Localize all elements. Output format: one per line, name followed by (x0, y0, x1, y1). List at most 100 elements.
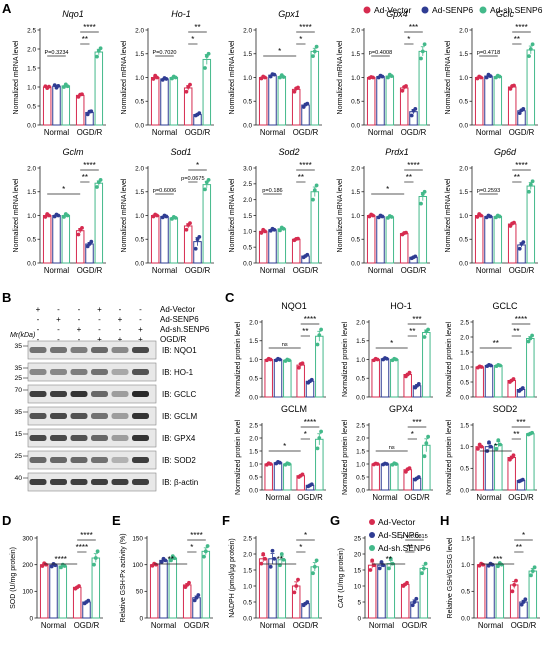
bar (418, 196, 428, 264)
blot-band (50, 347, 67, 353)
y-tick-label: 2.5 (460, 319, 469, 326)
blot-sign: - (57, 335, 60, 344)
data-point (62, 564, 67, 568)
bar (277, 228, 287, 264)
significance-label: **** (299, 161, 311, 170)
data-point (521, 106, 526, 111)
blot-sign: - (57, 305, 60, 314)
x-tick-label: OGD/R (185, 128, 211, 137)
panel-letter-e: E (112, 513, 121, 528)
data-point (375, 357, 380, 362)
y-tick-label: 0.5 (243, 244, 252, 251)
significance-label: ** (194, 23, 200, 32)
y-tick-label: 0.0 (135, 260, 144, 267)
y-tick-label: 0.5 (356, 474, 365, 481)
significance-label: p=0.4008 (369, 50, 393, 56)
y-tick-label: 1.5 (135, 189, 144, 196)
bar (390, 359, 399, 398)
x-tick-label: OGD/R (404, 493, 430, 502)
chart-a-gp6d: 0.0 0.5 1.0 1.5 2.0 Normalized mRNA level Gp6d… (445, 147, 538, 275)
bar (49, 564, 58, 619)
data-point (261, 552, 266, 556)
y-axis-label: CAT (U/mg protein) (338, 548, 345, 608)
y-tick-label: 1.0 (459, 75, 468, 82)
bar (72, 586, 82, 619)
chart-title: Ho-1 (171, 9, 191, 19)
blot-band (70, 457, 88, 463)
data-point (419, 56, 423, 61)
y-axis-label: Normalized mRNA level (337, 40, 344, 114)
bar (367, 564, 377, 619)
significance-label: * (278, 47, 281, 56)
data-point (300, 361, 305, 366)
blot-band (111, 435, 129, 441)
chart-title: Gclm (63, 147, 85, 157)
data-point (65, 84, 70, 89)
bar (273, 359, 283, 398)
bar (526, 338, 535, 398)
bar (526, 433, 535, 491)
data-point (184, 227, 189, 232)
x-tick-label: OGD/R (77, 266, 103, 275)
y-tick-label: 1.5 (27, 189, 36, 196)
y-tick-label: 0 (357, 615, 361, 622)
blot-label: IB: HO-1 (162, 368, 194, 377)
significance-label: **** (515, 23, 527, 32)
blot-band (111, 479, 129, 485)
data-point (309, 482, 314, 487)
data-point (206, 51, 211, 56)
significance-label: *** (516, 418, 525, 427)
data-point (47, 84, 51, 89)
legend-label-senp6: Ad-SENP6 (432, 5, 473, 15)
bar (507, 457, 516, 491)
charts-layer: 0.0 0.5 1.0 1.5 2.0 2.5 Normalized mRNA level N… (10, 9, 540, 630)
x-tick-label: Normal (476, 266, 501, 275)
data-point (312, 49, 317, 54)
bar (418, 50, 428, 126)
y-tick-label: 100 (22, 589, 33, 596)
blot-sign: - (78, 305, 81, 314)
bar (277, 559, 287, 619)
data-point (514, 578, 518, 583)
bar (371, 359, 380, 398)
significance-label: *** (412, 315, 421, 324)
chart-title: Gp6d (494, 147, 517, 157)
significance-label: *** (412, 418, 421, 427)
blot-mw-label: 70 (14, 387, 22, 394)
y-tick-label: 100 (132, 562, 143, 569)
significance-label: p=0.4718 (477, 50, 501, 56)
significance-label: ** (514, 173, 520, 182)
y-tick-label: 2.0 (459, 165, 468, 172)
bar (202, 184, 212, 264)
bar (507, 223, 517, 264)
bar (495, 564, 505, 619)
blot-band (91, 413, 108, 419)
significance-label: * (196, 161, 199, 170)
data-point (423, 561, 428, 566)
data-point (203, 66, 207, 70)
significance-label: p=0.2593 (477, 188, 501, 194)
x-tick-label: Normal (41, 621, 66, 630)
data-point (517, 246, 522, 251)
x-tick-label: Normal (372, 493, 397, 502)
data-point (314, 44, 319, 49)
significance-label: ns (282, 342, 288, 348)
bar (258, 230, 268, 264)
y-axis-label: Normalized mRNA level (13, 178, 20, 252)
y-tick-label: 2.5 (356, 422, 365, 429)
bar (182, 584, 192, 619)
y-tick-label: 1.5 (460, 349, 469, 356)
data-point (92, 562, 96, 567)
chart-e: 0 50 100 150 Relative GSH-Px activity (%) Nor… (120, 531, 213, 630)
blot-band (91, 457, 108, 463)
bar (291, 238, 301, 264)
data-point (259, 561, 264, 566)
data-point (494, 446, 499, 451)
y-tick-label: 1.5 (249, 338, 258, 345)
data-point (312, 564, 317, 569)
data-point (508, 87, 513, 91)
data-point (422, 454, 427, 459)
blot-sign: - (37, 335, 40, 344)
blot-band (132, 369, 149, 375)
blot-sign: + (97, 335, 102, 344)
